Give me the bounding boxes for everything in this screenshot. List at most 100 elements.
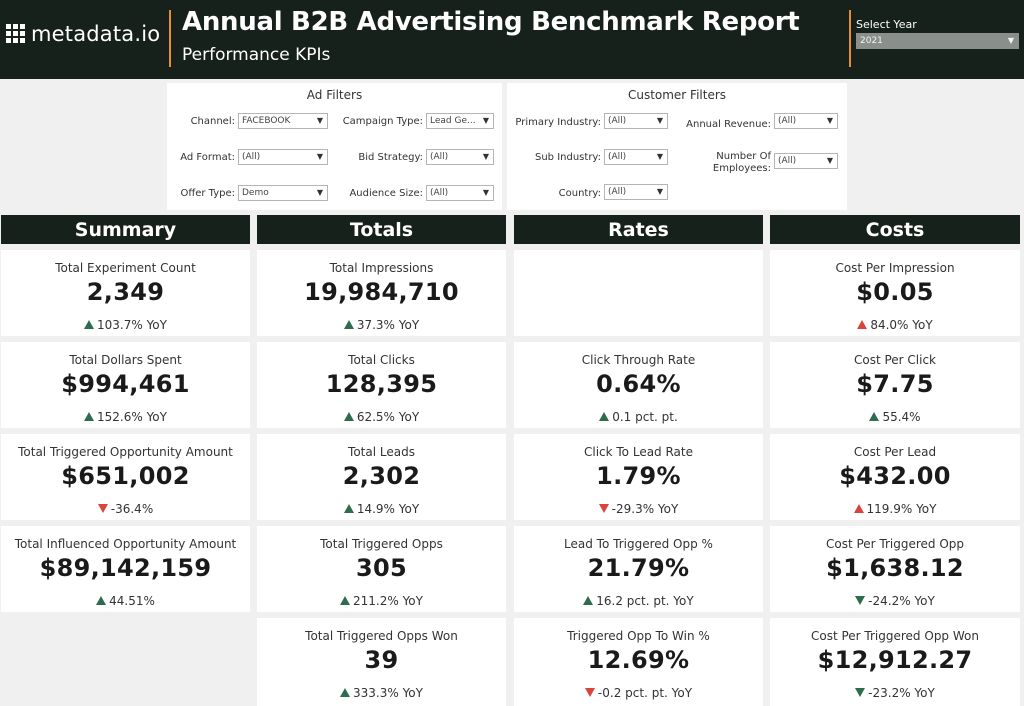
kpi-delta-text: 211.2% YoY [353, 594, 423, 608]
kpi-delta-text: -36.4% [110, 502, 154, 516]
kpi-value: 305 [356, 554, 407, 582]
kpi-delta: 103.7% YoY [1, 318, 250, 332]
kpi-delta: -23.2% YoY [770, 686, 1020, 700]
kpi-label: Cost Per Click [853, 353, 937, 367]
page-title: Annual B2B Advertising Benchmark Report [182, 7, 800, 37]
kpi-value: 0.64% [596, 370, 681, 398]
annual-revenue-select-value: (All) [778, 116, 797, 126]
kpi-delta-text: 16.2 pct. pt. YoY [596, 594, 694, 608]
audience-size-select-value: (All) [430, 188, 449, 198]
kpi-delta-text: 37.3% YoY [356, 318, 420, 332]
chevron-down-icon: ▼ [656, 116, 663, 125]
kpi-value: 19,984,710 [304, 278, 459, 306]
ad-filters-title: Ad Filters [306, 88, 363, 102]
header-divider-right [849, 10, 851, 67]
report-header: metadata.io Annual B2B Advertising Bench… [0, 0, 1024, 79]
kpi-label: Cost Per Triggered Opp [825, 537, 965, 551]
chevron-down-icon: ▼ [482, 116, 489, 125]
ad-filters-panel: Ad Filters Channel: FACEBOOK ▼ Campaign … [167, 83, 502, 210]
kpi-delta: -24.2% YoY [770, 594, 1020, 608]
sub-industry-select[interactable]: (All) ▼ [604, 149, 668, 165]
kpi-tile: Total Influenced Opportunity Amount $89,… [1, 526, 250, 612]
channel-select[interactable]: FACEBOOK ▼ [238, 113, 328, 129]
chevron-down-icon: ▼ [482, 188, 489, 197]
kpi-delta: 152.6% YoY [1, 410, 250, 424]
header-divider [169, 10, 171, 67]
kpi-label: Total Leads [348, 445, 415, 459]
chevron-down-icon: ▼ [656, 187, 663, 196]
trend-arrow-icon [583, 596, 594, 605]
kpi-tile: Total Dollars Spent $994,461 152.6% YoY [1, 342, 250, 428]
kpi-delta-text: 103.7% YoY [97, 318, 167, 332]
kpi-label: Lead To Triggered Opp % [564, 537, 713, 551]
annual-revenue-select[interactable]: (All) ▼ [774, 113, 838, 129]
kpi-delta-text: 333.3% YoY [353, 686, 423, 700]
kpi-delta: 84.0% YoY [770, 318, 1020, 332]
bid-strategy-label: Bid Strategy: [358, 152, 423, 163]
kpi-value: 2,349 [86, 278, 165, 306]
kpi-label: Total Triggered Opps [320, 537, 443, 551]
kpi-label: Click Through Rate [581, 353, 696, 367]
chevron-down-icon: ▼ [1007, 36, 1014, 45]
campaign-type-select-value: Lead Ge... [430, 116, 476, 126]
sub-industry-label: Sub Industry: [535, 152, 601, 163]
chevron-down-icon: ▼ [656, 152, 663, 161]
kpi-value: $0.05 [856, 278, 934, 306]
kpi-value: $994,461 [61, 370, 190, 398]
kpi-tile: Cost Per Triggered Opp Won $12,912.27 -2… [770, 618, 1020, 706]
kpi-label: Total Influenced Opportunity Amount [14, 537, 237, 551]
kpi-tile: Cost Per Click $7.75 55.4% [770, 342, 1020, 428]
bid-strategy-select[interactable]: (All) ▼ [426, 149, 494, 165]
kpi-delta-text: 44.51% [109, 594, 155, 608]
kpi-label: Cost Per Impression [835, 261, 955, 275]
chevron-down-icon: ▼ [316, 116, 323, 125]
kpi-delta: -36.4% [1, 502, 250, 516]
chevron-down-icon: ▼ [316, 188, 323, 197]
chevron-down-icon: ▼ [826, 156, 833, 165]
trend-arrow-icon [855, 596, 866, 605]
trend-arrow-icon [340, 596, 350, 605]
kpi-label: Click To Lead Rate [583, 445, 693, 459]
primary-industry-select[interactable]: (All) ▼ [604, 113, 668, 129]
year-select[interactable]: 2021 ▼ [856, 33, 1019, 49]
kpi-tile: Triggered Opp To Win % 12.69% -0.2 pct. … [514, 618, 763, 706]
kpi-delta-text: -0.2 pct. pt. YoY [597, 686, 693, 700]
sub-industry-select-value: (All) [608, 152, 627, 162]
section-header-summary: Summary [1, 215, 250, 244]
kpi-delta-text: 119.9% YoY [866, 502, 937, 516]
audience-size-select[interactable]: (All) ▼ [426, 185, 494, 201]
country-select[interactable]: (All) ▼ [604, 184, 668, 200]
annual-revenue-label: Annual Revenue: [686, 119, 771, 130]
kpi-value: 2,302 [342, 462, 421, 490]
trend-arrow-icon [598, 504, 609, 513]
offer-type-label: Offer Type: [180, 188, 235, 199]
kpi-label: Triggered Opp To Win % [567, 629, 710, 643]
offer-type-select[interactable]: Demo ▼ [238, 185, 328, 201]
trend-arrow-icon [96, 596, 107, 605]
kpi-value: $89,142,159 [39, 554, 212, 582]
kpi-tile: Total Experiment Count 2,349 103.7% YoY [1, 250, 250, 336]
kpi-label: Total Triggered Opportunity Amount [18, 445, 233, 459]
kpi-delta: 44.51% [1, 594, 250, 608]
logo-grid-icon [6, 24, 26, 44]
trend-arrow-icon [599, 412, 610, 421]
campaign-type-label: Campaign Type: [342, 116, 423, 127]
trend-arrow-icon [343, 320, 354, 329]
number-of-employees-select[interactable]: (All) ▼ [774, 153, 838, 169]
ad-format-select[interactable]: (All) ▼ [238, 149, 328, 165]
campaign-type-select[interactable]: Lead Ge... ▼ [426, 113, 494, 129]
kpi-delta-text: -23.2% YoY [868, 686, 935, 700]
number-of-employees-label: Number Of Employees: [675, 151, 771, 175]
customer-filters-title: Customer Filters [627, 88, 727, 102]
kpi-tile: Cost Per Impression $0.05 84.0% YoY [770, 250, 1020, 336]
trend-arrow-icon [853, 504, 864, 513]
kpi-tile: Lead To Triggered Opp % 21.79% 16.2 pct.… [514, 526, 763, 612]
kpi-delta: 211.2% YoY [257, 594, 506, 608]
kpi-tile: Total Triggered Opps Won 39 333.3% YoY [257, 618, 506, 706]
kpi-value: 128,395 [325, 370, 438, 398]
kpi-tile: Total Leads 2,302 14.9% YoY [257, 434, 506, 520]
trend-arrow-icon [343, 412, 354, 421]
kpi-tile: Click To Lead Rate 1.79% -29.3% YoY [514, 434, 763, 520]
kpi-delta: -29.3% YoY [514, 502, 763, 516]
section-header-costs: Costs [770, 215, 1020, 244]
